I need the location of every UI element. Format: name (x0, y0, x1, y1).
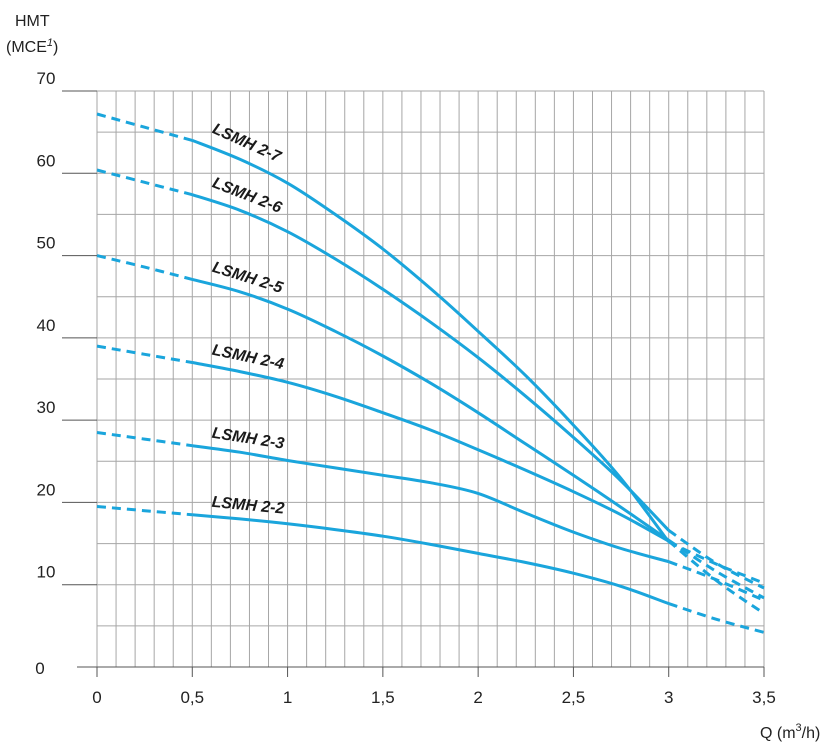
series-label-lsmh-2-6: LSMH 2-6 (210, 175, 284, 217)
x-tick-label: 2,5 (562, 688, 586, 707)
series-lsmh-2-3-dashed-end (668, 560, 765, 602)
series-lsmh-2-4-curve (192, 361, 670, 543)
series-lsmh-2-5-dashed-start (96, 254, 193, 281)
axes: 0 10 20 30 40 50 60 70 0 0,5 1 1,5 2 2,5 3 3,5 (35, 69, 776, 707)
x-tick-label: 1,5 (371, 688, 395, 707)
series-lsmh-2-3-dashed-start (96, 431, 193, 448)
y-tick-label: 40 (37, 316, 56, 335)
series-lsmh-2-6-dashed-start (96, 168, 193, 197)
series-label-lsmh-2-5: LSMH 2-5 (210, 259, 286, 297)
series-lsmh-2-5-dashed-end (667, 539, 765, 600)
series-lsmh-2-7-dashed-start (96, 112, 193, 142)
x-tick-label: 3 (664, 688, 673, 707)
series-lsmh-2-2-dashed-end (668, 602, 765, 634)
series-label-lsmh-2-2: LSMH 2-2 (211, 494, 285, 518)
series-lsmh-2-4-dashed-start (96, 344, 193, 364)
y-axis-title-line1: HMT (15, 13, 50, 30)
x-tick-label: 1 (283, 688, 292, 707)
series-lsmh-2-2-curve (192, 513, 670, 606)
y-tick-label: 50 (37, 234, 56, 253)
grid (96, 90, 765, 667)
series-lsmh-2-6-curve (191, 193, 670, 532)
series-label-lsmh-2-7: LSMH 2-7 (210, 121, 284, 167)
y-tick-label: 20 (37, 480, 56, 499)
x-tick-label: 3,5 (752, 688, 776, 707)
series-lsmh-2-7-curve (191, 139, 670, 543)
y-tick-label: 10 (37, 563, 56, 582)
y-tick-label: 30 (37, 398, 56, 417)
series-lsmh-2-7-dashed-end (668, 540, 765, 585)
y-tick-label: 0 (35, 659, 44, 678)
y-tick-label: 70 (37, 69, 56, 88)
series-lsmh-2-5-curve (191, 277, 670, 542)
x-tick-label: 0 (92, 688, 101, 707)
x-axis-title: Q (m3/h) (760, 722, 820, 742)
series-lsmh-2-2-dashed-start (96, 505, 193, 517)
x-tick-label: 2 (473, 688, 482, 707)
series-curves (96, 112, 765, 634)
y-tick-label: 60 (37, 151, 56, 170)
series-lsmh-2-3-curve (192, 444, 670, 564)
series-lsmh-2-4-dashed-end (667, 539, 765, 615)
x-tick-label: 0,5 (180, 688, 204, 707)
y-axis-title-line2: (MCE1) (6, 37, 58, 56)
